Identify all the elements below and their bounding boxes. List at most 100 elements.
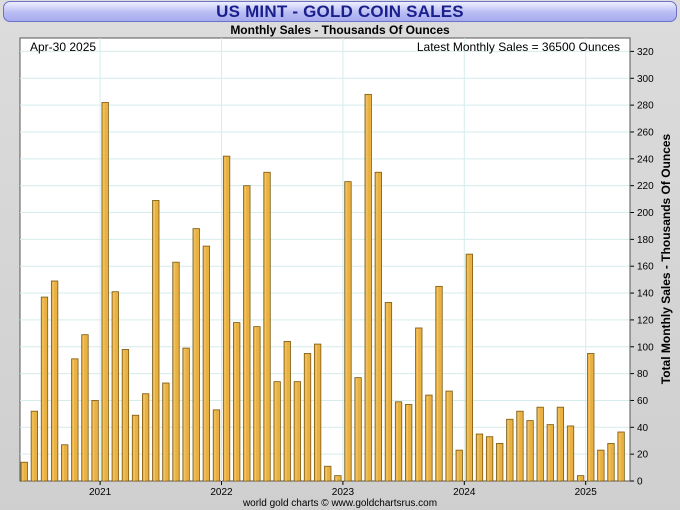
bar-2025-03 xyxy=(607,443,615,482)
y-tick-label: 20 xyxy=(637,450,649,461)
bar-highlight xyxy=(264,173,267,481)
y-tick-label: 40 xyxy=(637,423,649,434)
bar-highlight xyxy=(52,281,54,481)
bar-highlight xyxy=(345,182,348,481)
bar-2023-12 xyxy=(455,449,463,482)
bar-highlight xyxy=(416,328,419,481)
latest-sales-label: Latest Monthly Sales = 36500 Ounces xyxy=(417,40,620,54)
bar-highlight xyxy=(568,426,570,481)
bar-2022-11 xyxy=(324,465,332,482)
y-tick-label: 160 xyxy=(637,262,654,273)
x-axis: 2021 2022 2023 2024 2025 xyxy=(89,481,597,498)
bar-2022-04 xyxy=(253,326,261,482)
bar-2023-06 xyxy=(394,401,403,482)
bar-highlight xyxy=(92,401,95,481)
bar-2025-02 xyxy=(597,449,605,482)
bar-2021-12 xyxy=(212,409,221,482)
bar-highlight xyxy=(103,103,105,481)
bar-highlight xyxy=(244,186,247,481)
bar-highlight xyxy=(376,173,378,481)
bar-2020-11 xyxy=(81,334,89,482)
bar-2024-01 xyxy=(465,253,473,482)
bar-highlight xyxy=(143,394,145,481)
chart-subtitle: Monthly Sales - Thousands Of Ounces xyxy=(230,23,450,37)
y-tick-label: 280 xyxy=(637,101,654,112)
bar-highlight xyxy=(285,342,287,481)
y-tick-label: 140 xyxy=(637,289,654,300)
bar-2023-08 xyxy=(415,327,423,482)
y-tick-label: 300 xyxy=(637,74,654,85)
y-tick-label: 320 xyxy=(637,47,654,58)
bar-2023-04 xyxy=(374,171,382,482)
bar-2022-03 xyxy=(243,185,251,482)
bar-highlight xyxy=(467,255,469,481)
bars xyxy=(20,93,625,482)
bar-highlight xyxy=(173,263,176,481)
bar-highlight xyxy=(184,349,186,481)
bar-highlight xyxy=(619,433,621,481)
y-tick-label: 120 xyxy=(637,315,654,326)
date-label: Apr-30 2025 xyxy=(30,40,96,54)
bar-2021-06 xyxy=(152,200,160,482)
bar-highlight xyxy=(608,444,611,481)
bar-2025-04 xyxy=(617,431,625,482)
bar-highlight xyxy=(588,354,591,481)
y-tick-label: 100 xyxy=(637,342,654,353)
y-tick-label: 240 xyxy=(637,154,654,165)
y-tick-label: 80 xyxy=(637,369,649,380)
bar-2024-02 xyxy=(475,433,484,482)
bar-highlight xyxy=(507,420,510,481)
y-tick-label: 220 xyxy=(637,181,654,192)
bar-2021-02 xyxy=(111,291,119,482)
y-tick-label: 0 xyxy=(637,477,643,488)
bar-2024-09 xyxy=(546,424,554,482)
bar-highlight xyxy=(153,201,156,481)
x-tick-label: 2025 xyxy=(575,487,598,498)
bar-highlight xyxy=(477,435,479,481)
bar-2024-05 xyxy=(506,418,514,482)
bar-highlight xyxy=(548,425,550,481)
bar-2021-11 xyxy=(202,245,210,482)
bar-2022-12 xyxy=(334,475,342,482)
footer-credit: world gold charts © www.goldchartsrus.co… xyxy=(242,498,437,509)
bar-highlight xyxy=(558,408,560,481)
bar-2023-09 xyxy=(425,394,433,482)
bar-highlight xyxy=(214,410,216,481)
bar-2024-03 xyxy=(485,436,494,482)
title-bar: US MINT - GOLD COIN SALES xyxy=(3,1,677,22)
bar-2020-12 xyxy=(91,400,99,482)
bar-2024-08 xyxy=(536,406,544,482)
bar-highlight xyxy=(578,476,580,481)
x-tick-label: 2021 xyxy=(89,487,112,498)
bar-highlight xyxy=(254,327,257,481)
chart-title: US MINT - GOLD COIN SALES xyxy=(216,2,464,21)
bar-2024-12 xyxy=(576,475,585,482)
y-tick-label: 180 xyxy=(637,235,654,246)
bar-highlight xyxy=(325,467,328,481)
bar-highlight xyxy=(386,303,388,481)
bar-highlight xyxy=(305,354,307,481)
bar-highlight xyxy=(62,445,65,481)
y-tick-label: 260 xyxy=(637,127,654,138)
bar-2020-08 xyxy=(50,280,59,482)
bar-2022-07 xyxy=(283,340,291,482)
bar-highlight xyxy=(113,292,115,481)
bar-2021-08 xyxy=(172,261,180,482)
bar-2024-10 xyxy=(556,406,565,482)
bar-highlight xyxy=(163,384,166,481)
y-axis-title: Total Monthly Sales - Thousands Of Ounce… xyxy=(659,133,673,384)
bar-highlight xyxy=(497,444,500,481)
bar-2023-01 xyxy=(344,181,352,482)
bar-2024-11 xyxy=(566,425,575,482)
y-tick-label: 200 xyxy=(637,208,654,219)
bar-highlight xyxy=(275,382,277,481)
bar-2023-03 xyxy=(364,93,372,482)
bar-highlight xyxy=(436,287,439,481)
bar-highlight xyxy=(335,476,338,481)
bar-2023-07 xyxy=(405,404,413,482)
bar-2023-05 xyxy=(384,302,393,482)
bar-2021-04 xyxy=(131,414,140,482)
bar-highlight xyxy=(82,335,85,481)
bar-2021-03 xyxy=(121,349,130,482)
